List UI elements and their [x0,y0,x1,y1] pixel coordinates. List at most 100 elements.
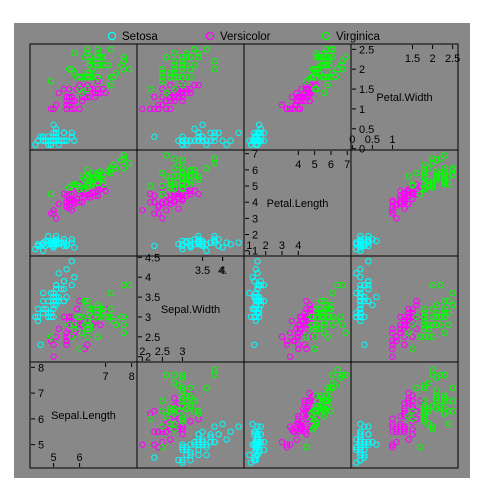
point-setosa [254,285,261,293]
point-virginica [107,289,115,297]
point-setosa [361,236,368,243]
point-setosa [357,293,364,301]
point-versicolor [296,321,304,329]
point-versicolor [175,190,182,198]
point-versicolor [296,93,304,101]
point-virginica [112,321,120,329]
point-setosa [219,244,226,251]
point-setosa [357,297,364,305]
point-setosa [50,293,57,301]
point-setosa [251,293,258,301]
point-versicolor [171,89,178,97]
point-setosa [260,137,268,144]
point-versicolor [401,325,408,333]
point-virginica [313,325,320,333]
diag-side-tick-label: 8 [38,362,44,374]
point-virginica [159,73,166,81]
point-virginica [313,420,320,428]
point-versicolor [55,89,62,97]
diagonal-label-sepal-length: Sepal.Length [51,410,116,422]
point-setosa [369,236,376,243]
point-virginica [429,160,436,167]
point-virginica [89,65,96,73]
point-versicolor [306,97,313,105]
point-setosa [357,317,364,325]
point-virginica [171,181,178,188]
point-setosa [60,277,68,285]
point-setosa [365,285,372,293]
point-virginica [183,50,190,57]
point-versicolor [393,438,400,446]
legend: Setosa Versicolor Virginica [107,31,380,43]
point-virginica [433,176,440,183]
point-virginica [84,85,91,93]
point-virginica [308,73,315,81]
point-versicolor [401,194,408,201]
point-virginica [167,73,174,81]
point-setosa [207,129,214,136]
point-setosa [195,129,202,136]
point-virginica [65,65,73,73]
point-setosa [357,241,364,248]
point-setosa [255,313,263,321]
point-setosa [50,137,57,144]
point-virginica [167,184,174,191]
point-setosa [68,281,75,289]
point-virginica [187,171,194,178]
point-virginica [339,281,346,289]
point-virginica [321,329,328,337]
point-versicolor [306,81,313,89]
point-virginica [163,371,170,379]
point-virginica [445,181,452,188]
point-versicolor [84,341,91,348]
point-virginica [120,321,128,329]
point-setosa [373,441,380,448]
point-setosa [365,431,372,438]
point-setosa [191,125,198,133]
point-setosa [361,313,368,321]
point-virginica [322,301,330,309]
point-versicolor [183,192,190,199]
legend-label-versicolor: Versicolor [220,31,271,43]
point-virginica [147,85,154,93]
point-versicolor [175,205,182,212]
point-virginica [107,169,115,177]
point-virginica [171,58,178,65]
point-setosa [357,289,364,297]
point-virginica [445,173,452,180]
point-setosa [211,129,218,136]
point-virginica [334,65,341,73]
point-setosa [50,237,57,245]
point-virginica [311,345,318,352]
diag-side-tick-label: 6 [38,414,44,426]
point-setosa [361,446,368,454]
point-setosa [175,137,182,144]
point-versicolor [94,192,102,199]
point-versicolor [295,413,302,420]
point-versicolor [283,337,291,344]
point-setosa [187,451,194,459]
point-versicolor [94,77,102,85]
point-virginica [437,155,444,162]
cell-sepal-width-vs-petal-width [136,43,245,151]
point-versicolor [295,97,302,105]
point-virginica [84,182,91,190]
point-virginica [421,317,428,325]
point-setosa [260,438,268,446]
point-virginica [324,73,331,81]
point-versicolor [413,187,420,195]
point-virginica [425,407,432,415]
point-versicolor [187,85,194,93]
point-virginica [441,305,448,313]
point-setosa [68,236,75,243]
point-versicolor [163,192,170,199]
point-versicolor [163,207,170,214]
point-versicolor [68,97,75,105]
point-virginica [195,50,202,57]
point-virginica [332,73,340,81]
point-virginica [175,161,182,169]
diag-tick-label: 5 [51,452,57,464]
point-versicolor [308,305,315,313]
point-setosa [207,137,214,144]
